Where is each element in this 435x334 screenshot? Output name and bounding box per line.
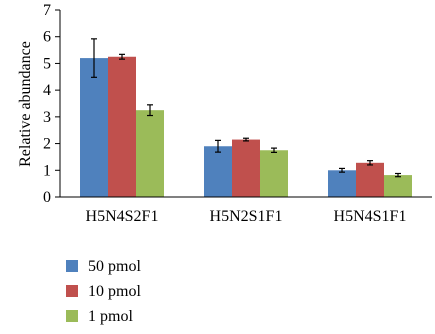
y-tick-label: 7 [43, 2, 51, 19]
y-tick-label: 4 [43, 82, 51, 99]
bar [80, 58, 108, 198]
y-tick-label: 2 [43, 136, 51, 153]
bar [108, 56, 136, 197]
error-bars-group [91, 38, 401, 178]
legend: 50 pmol 10 pmol 1 pmol [66, 258, 141, 325]
bar [260, 150, 288, 197]
legend-swatch [66, 285, 78, 297]
bar [356, 162, 384, 197]
legend-label: 1 pmol [88, 308, 133, 325]
x-category-label: H5N2S1F1 [210, 208, 283, 225]
y-tick-label: 3 [43, 109, 51, 126]
bar [204, 146, 232, 197]
bar-series-group [80, 56, 412, 198]
x-category-label: H5N4S2F1 [86, 208, 159, 225]
legend-swatch [66, 310, 78, 322]
legend-label: 10 pmol [88, 283, 141, 300]
x-category-label: H5N4S1F1 [334, 208, 407, 225]
x-axis-categories: H5N4S2F1 H5N2S1F1 H5N4S1F1 [86, 208, 407, 225]
bar [232, 139, 260, 197]
y-tick-label: 1 [43, 162, 51, 179]
y-axis-ticks: 0 1 2 3 4 5 6 7 [43, 2, 60, 206]
bar [136, 110, 164, 197]
y-tick-label: 5 [43, 55, 51, 72]
bar [384, 175, 412, 197]
legend-swatch [66, 260, 78, 272]
y-axis-title: Relative abundance [17, 41, 34, 167]
y-tick-label: 0 [43, 189, 51, 206]
bar [328, 170, 356, 197]
legend-label: 50 pmol [88, 258, 141, 275]
y-tick-label: 6 [43, 29, 51, 46]
